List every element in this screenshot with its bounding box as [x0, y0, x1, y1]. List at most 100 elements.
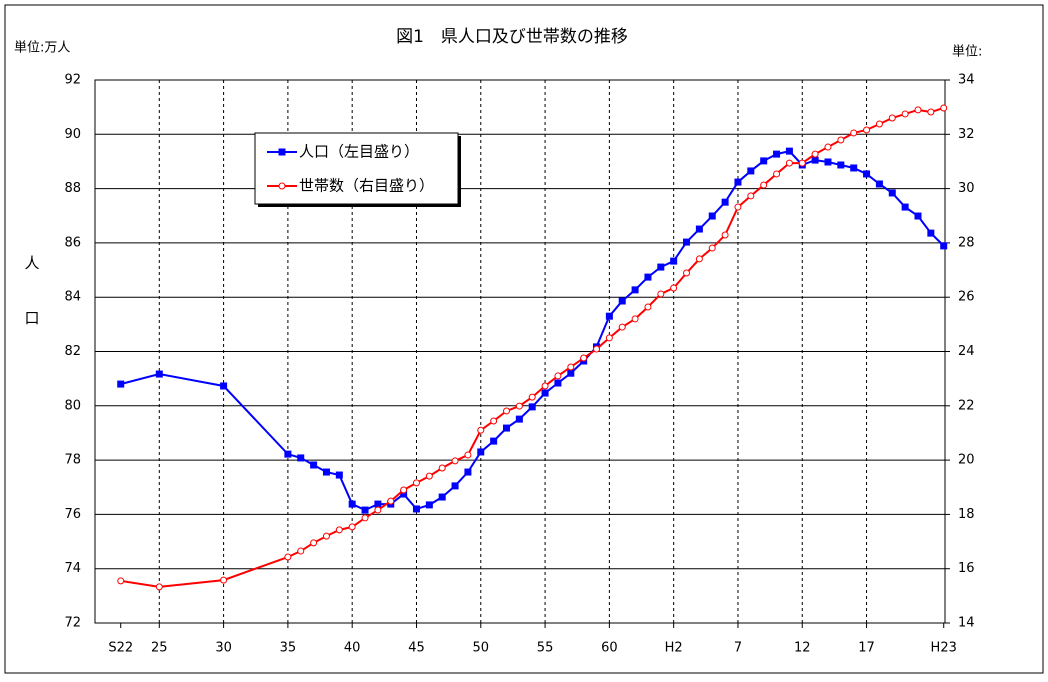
marker [310, 461, 318, 469]
marker [348, 523, 356, 531]
plot-area [94, 79, 946, 624]
marker [477, 426, 485, 434]
marker [220, 382, 228, 390]
marker [914, 212, 922, 220]
marker [322, 532, 330, 540]
marker [335, 471, 343, 479]
marker [310, 539, 318, 547]
marker [412, 505, 420, 513]
marker [927, 229, 935, 237]
marker [400, 490, 408, 498]
marker [721, 198, 729, 206]
marker [284, 553, 292, 561]
marker [863, 170, 871, 178]
marker [837, 161, 845, 169]
marker [297, 547, 305, 555]
marker [734, 203, 742, 211]
y-tick-label: 82 [64, 344, 81, 359]
marker [875, 120, 883, 128]
marker [297, 454, 305, 462]
y2-tick-label: 26 [958, 290, 975, 305]
marker [438, 493, 446, 501]
marker [940, 242, 948, 250]
marker [747, 192, 755, 200]
y-tick-label: 88 [64, 181, 81, 196]
marker [515, 402, 523, 410]
marker [747, 167, 755, 175]
marker [901, 203, 909, 211]
marker [593, 345, 601, 353]
marker [425, 472, 433, 480]
marker [875, 180, 883, 188]
marker [811, 156, 819, 164]
marker [374, 506, 382, 514]
marker [773, 170, 781, 178]
y2-tick-label: 24 [958, 344, 975, 359]
x-tick-label: 35 [280, 641, 297, 656]
marker [618, 323, 626, 331]
x-tick-label: 60 [601, 641, 618, 656]
y-tick-label: 74 [64, 561, 81, 576]
marker [580, 354, 588, 362]
marker [155, 370, 163, 378]
y2-tick-label: 20 [958, 453, 975, 468]
marker [785, 159, 793, 167]
marker [798, 159, 806, 167]
marker [567, 363, 575, 371]
y-unit: 単位:万人 [14, 40, 70, 56]
y-tick-label: 76 [64, 507, 81, 522]
marker [850, 164, 858, 172]
y-tick-label: 86 [64, 235, 81, 250]
marker [760, 157, 768, 165]
y-axis-label: 人口 [23, 255, 41, 365]
marker [927, 108, 935, 116]
marker [605, 312, 613, 320]
marker [670, 257, 678, 265]
marker [451, 482, 459, 490]
legend-label: 人口（左目盛り） [299, 143, 419, 161]
marker [657, 290, 665, 298]
marker [914, 106, 922, 114]
marker [631, 286, 639, 294]
marker [117, 380, 125, 388]
marker [335, 526, 343, 534]
legend-marker [278, 148, 286, 156]
marker [695, 225, 703, 233]
marker [361, 514, 369, 522]
marker [824, 158, 832, 166]
marker [541, 382, 549, 390]
y2-tick-label: 14 [958, 616, 975, 631]
x-tick-label: H2 [665, 641, 683, 656]
marker [657, 263, 665, 271]
marker [451, 457, 459, 465]
marker [387, 497, 395, 505]
x-tick-label: 25 [151, 641, 168, 656]
x-tick-label: 55 [537, 641, 554, 656]
marker [837, 136, 845, 144]
marker [644, 303, 652, 311]
marker [284, 450, 292, 458]
x-tick-label: 40 [344, 641, 361, 656]
y2-tick-label: 18 [958, 507, 975, 522]
marker [824, 143, 832, 151]
marker [708, 212, 716, 220]
marker [683, 238, 691, 246]
marker [322, 468, 330, 476]
marker [425, 501, 433, 509]
marker [618, 297, 626, 305]
marker [464, 468, 472, 476]
y-tick-label: 92 [64, 73, 81, 88]
marker [528, 393, 536, 401]
marker [683, 269, 691, 277]
marker [361, 506, 369, 514]
marker [374, 500, 382, 508]
marker [464, 451, 472, 459]
marker [695, 255, 703, 263]
y2-tick-label: 34 [958, 73, 975, 88]
marker [734, 178, 742, 186]
marker [567, 369, 575, 377]
marker [888, 189, 896, 197]
marker [850, 129, 858, 137]
marker [541, 389, 549, 397]
marker [438, 464, 446, 472]
